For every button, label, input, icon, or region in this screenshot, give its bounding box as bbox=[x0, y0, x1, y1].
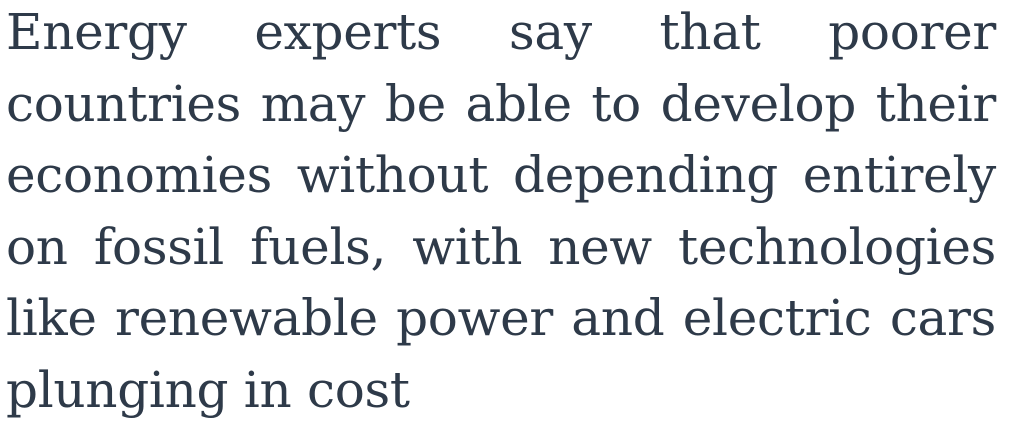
article-paragraph: Energy experts say that poorer countries… bbox=[6, 3, 996, 419]
